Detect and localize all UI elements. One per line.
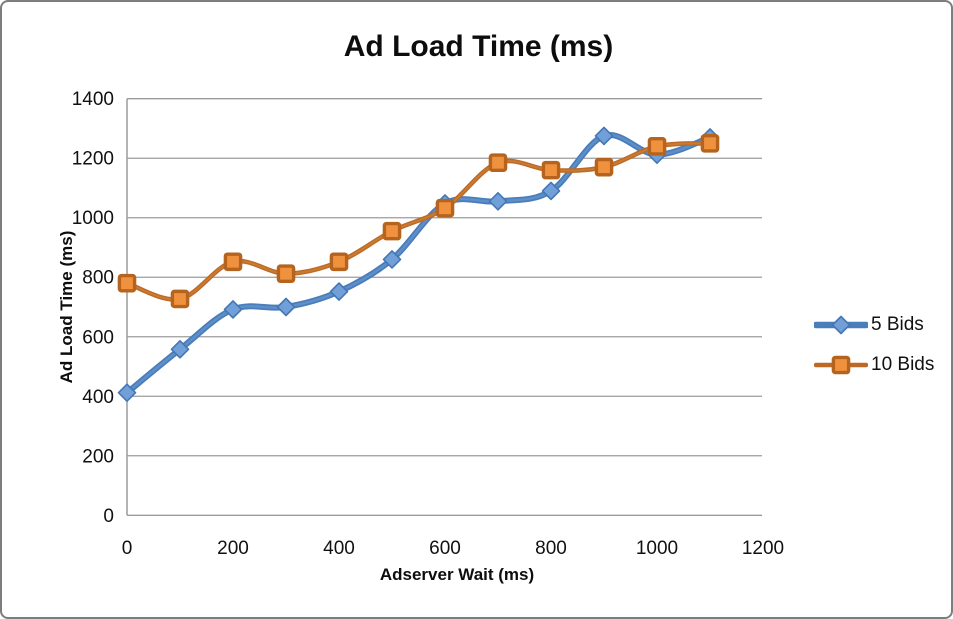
data-point-10-bids-x900 <box>594 157 614 177</box>
series-10-bids <box>117 134 720 309</box>
chart-title: Ad Load Time (ms) <box>343 30 614 63</box>
series-line-highlight-0 <box>125 133 712 394</box>
x-tick-label-600: 600 <box>429 538 461 559</box>
data-point-5-bids-x800 <box>541 181 561 201</box>
y-tick-label-1000: 1000 <box>72 208 114 229</box>
x-tick-label-1200: 1200 <box>742 538 784 559</box>
legend-marker-1 <box>831 355 851 375</box>
y-tick-label-1400: 1400 <box>72 89 114 110</box>
x-tick-label-400: 400 <box>323 538 355 559</box>
data-point-10-bids-x500 <box>382 221 402 241</box>
y-tick-label-0: 0 <box>103 506 114 527</box>
legend-marker-0 <box>831 315 851 335</box>
data-point-5-bids-x100 <box>170 339 190 359</box>
x-tick-label-200: 200 <box>217 538 249 559</box>
x-tick-label-0: 0 <box>122 538 133 559</box>
data-point-10-bids-x800 <box>541 160 561 180</box>
data-point-5-bids-x200 <box>223 300 243 319</box>
x-axis-title: Adserver Wait (ms) <box>379 565 535 584</box>
legend-marker-10-bids-icon <box>814 355 868 375</box>
data-point-10-bids-x200 <box>223 252 243 272</box>
series-5-bids <box>117 126 720 403</box>
legend-marker-5-bids-icon <box>814 315 868 335</box>
legend-label-10-bids: 10 Bids <box>871 354 935 375</box>
data-point-5-bids-x900 <box>594 126 614 146</box>
legend-label-5-bids: 5 Bids <box>871 314 924 335</box>
legend-item-5-bids: 5 Bids <box>814 314 924 336</box>
data-point-10-bids-x600 <box>435 198 455 218</box>
y-tick-label-1200: 1200 <box>72 149 114 170</box>
y-tick-label-200: 200 <box>82 446 114 467</box>
series-line-5-bids <box>124 131 713 396</box>
data-point-5-bids-x500 <box>382 250 402 269</box>
data-point-5-bids-x0 <box>117 383 137 403</box>
data-point-10-bids-x300 <box>276 264 296 283</box>
x-tick-label-800: 800 <box>535 538 567 559</box>
y-tick-label-800: 800 <box>82 268 114 289</box>
data-point-10-bids-x0 <box>117 273 137 293</box>
legend-item-10-bids: 10 Bids <box>814 354 934 376</box>
data-point-5-bids-x300 <box>276 297 296 317</box>
y-tick-label-600: 600 <box>82 327 114 348</box>
data-point-10-bids-x100 <box>170 289 190 309</box>
data-point-10-bids-x1100 <box>700 134 720 153</box>
data-point-5-bids-x400 <box>329 282 349 301</box>
data-point-10-bids-x700 <box>488 153 508 172</box>
data-point-10-bids-x1000 <box>647 137 667 156</box>
data-point-10-bids-x400 <box>329 252 349 272</box>
x-tick-label-1000: 1000 <box>636 538 678 559</box>
data-point-5-bids-x700 <box>488 192 508 211</box>
y-tick-label-400: 400 <box>82 387 114 408</box>
